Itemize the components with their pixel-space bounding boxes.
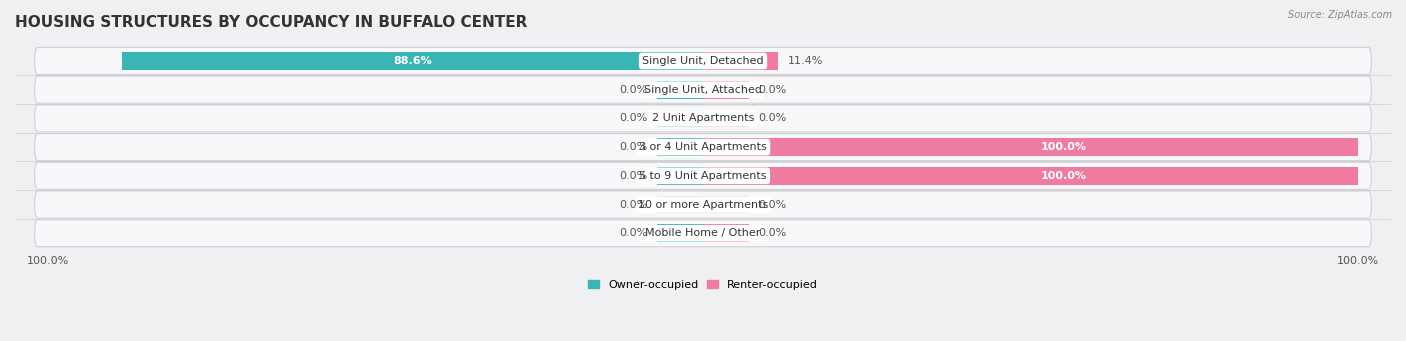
Bar (657, 138, 703, 156)
Text: 0.0%: 0.0% (619, 114, 647, 123)
Text: 88.6%: 88.6% (394, 56, 432, 66)
Text: 0.0%: 0.0% (759, 85, 787, 95)
Legend: Owner-occupied, Renter-occupied: Owner-occupied, Renter-occupied (583, 276, 823, 295)
Text: Mobile Home / Other: Mobile Home / Other (645, 228, 761, 238)
Text: 0.0%: 0.0% (759, 228, 787, 238)
FancyBboxPatch shape (35, 47, 1371, 74)
Bar (703, 52, 778, 70)
Bar (703, 138, 1358, 156)
Text: 10 or more Apartments: 10 or more Apartments (638, 199, 768, 209)
Bar (657, 109, 703, 127)
Text: Single Unit, Attached: Single Unit, Attached (644, 85, 762, 95)
Text: Source: ZipAtlas.com: Source: ZipAtlas.com (1288, 10, 1392, 20)
Text: 3 or 4 Unit Apartments: 3 or 4 Unit Apartments (640, 142, 766, 152)
Bar (703, 224, 749, 242)
Bar (703, 196, 749, 213)
Text: 0.0%: 0.0% (619, 171, 647, 181)
Text: HOUSING STRUCTURES BY OCCUPANCY IN BUFFALO CENTER: HOUSING STRUCTURES BY OCCUPANCY IN BUFFA… (15, 15, 527, 30)
Bar (703, 81, 749, 99)
Text: 0.0%: 0.0% (619, 228, 647, 238)
FancyBboxPatch shape (35, 191, 1371, 218)
FancyBboxPatch shape (35, 105, 1371, 132)
Text: 0.0%: 0.0% (619, 85, 647, 95)
Bar (657, 167, 703, 185)
Text: 5 to 9 Unit Apartments: 5 to 9 Unit Apartments (640, 171, 766, 181)
Bar (703, 167, 1358, 185)
Text: 100.0%: 100.0% (1040, 142, 1087, 152)
Bar (657, 224, 703, 242)
Text: 11.4%: 11.4% (787, 56, 823, 66)
Text: 0.0%: 0.0% (759, 199, 787, 209)
Text: 0.0%: 0.0% (619, 199, 647, 209)
Bar (122, 52, 703, 70)
Text: Single Unit, Detached: Single Unit, Detached (643, 56, 763, 66)
FancyBboxPatch shape (35, 162, 1371, 189)
Text: 100.0%: 100.0% (1040, 171, 1087, 181)
FancyBboxPatch shape (35, 134, 1371, 161)
Text: 0.0%: 0.0% (619, 142, 647, 152)
Text: 2 Unit Apartments: 2 Unit Apartments (652, 114, 754, 123)
Text: 0.0%: 0.0% (759, 114, 787, 123)
FancyBboxPatch shape (35, 220, 1371, 247)
Bar (703, 109, 749, 127)
Bar (657, 81, 703, 99)
FancyBboxPatch shape (35, 76, 1371, 103)
Bar (657, 196, 703, 213)
